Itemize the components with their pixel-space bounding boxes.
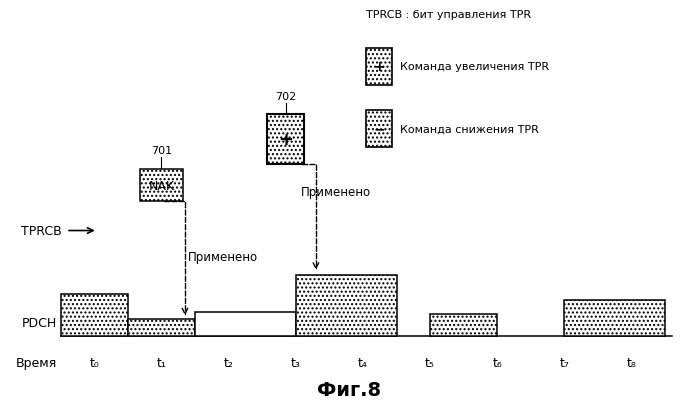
Text: Команда снижения TPR: Команда снижения TPR xyxy=(400,124,539,134)
Bar xyxy=(366,49,392,85)
Text: TPRCB: TPRCB xyxy=(21,225,62,237)
Text: −: − xyxy=(373,122,385,136)
Text: t₅: t₅ xyxy=(425,356,435,369)
Text: +: + xyxy=(278,131,293,149)
Text: 702: 702 xyxy=(275,91,296,101)
Text: t₃: t₃ xyxy=(291,356,301,369)
Text: Фиг.8: Фиг.8 xyxy=(317,381,382,399)
Text: t₇: t₇ xyxy=(559,356,570,369)
Text: 701: 701 xyxy=(151,146,172,156)
Bar xyxy=(267,115,304,164)
Bar xyxy=(430,314,497,336)
Text: t₄: t₄ xyxy=(358,356,368,369)
Text: PDCH: PDCH xyxy=(22,316,57,329)
Bar xyxy=(296,275,396,336)
Text: t₁: t₁ xyxy=(157,356,166,369)
Text: Команда увеличения TPR: Команда увеличения TPR xyxy=(400,62,549,72)
Text: t₆: t₆ xyxy=(492,356,502,369)
Text: NAK: NAK xyxy=(148,179,175,192)
Text: t₈: t₈ xyxy=(626,356,637,369)
Bar xyxy=(564,301,665,336)
Bar xyxy=(61,294,128,336)
Bar xyxy=(140,170,183,201)
Text: Применено: Применено xyxy=(188,250,259,263)
Bar xyxy=(128,320,195,336)
Bar xyxy=(366,111,392,147)
Text: +: + xyxy=(373,60,385,74)
Text: Время: Время xyxy=(16,356,57,369)
Text: Применено: Применено xyxy=(301,186,371,198)
Bar xyxy=(195,312,296,336)
Text: TPRCB : бит управления TPR: TPRCB : бит управления TPR xyxy=(366,10,531,20)
Text: t₀: t₀ xyxy=(89,356,99,369)
Text: t₂: t₂ xyxy=(224,356,233,369)
